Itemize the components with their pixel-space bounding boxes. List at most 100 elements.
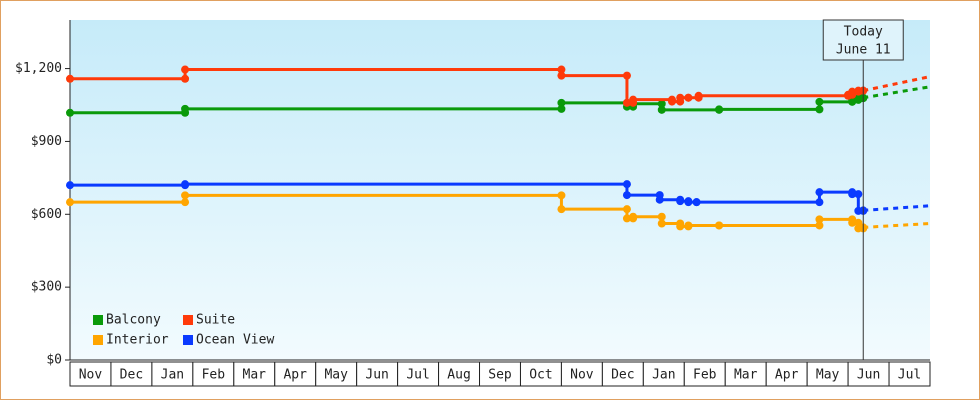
marker xyxy=(657,212,666,221)
marker xyxy=(684,221,693,230)
marker xyxy=(181,104,190,113)
month-cell xyxy=(315,361,358,387)
marker xyxy=(557,71,566,80)
x-tick-label: Mar xyxy=(734,368,758,383)
marker xyxy=(657,105,666,114)
marker xyxy=(854,190,863,199)
marker xyxy=(181,198,190,207)
forecast-line xyxy=(863,85,931,100)
marker xyxy=(715,221,724,230)
month-cell xyxy=(642,361,685,387)
marker xyxy=(848,87,857,96)
marker xyxy=(676,222,685,231)
marker xyxy=(657,219,666,228)
month-cell xyxy=(233,361,276,387)
x-tick-label: Mar xyxy=(243,368,267,383)
today-label: June 11 xyxy=(836,43,891,58)
series xyxy=(66,191,931,233)
x-tick-label: Dec xyxy=(611,368,634,383)
marker xyxy=(557,205,566,214)
x-tick-label: Oct xyxy=(529,368,552,383)
marker xyxy=(676,93,685,102)
marker xyxy=(655,195,664,204)
marker xyxy=(815,221,824,230)
marker xyxy=(815,215,824,224)
marker xyxy=(668,97,676,106)
marker xyxy=(181,191,190,200)
x-tick-label: Feb xyxy=(202,368,226,383)
month-cell xyxy=(274,361,317,387)
marker xyxy=(676,197,685,206)
marker xyxy=(622,205,631,214)
legend-label: Balcony xyxy=(106,313,161,328)
today-label: Today xyxy=(844,25,883,40)
month-cell xyxy=(683,361,726,387)
marker xyxy=(622,180,631,189)
month-cell xyxy=(110,361,153,387)
x-tick-label: Jul xyxy=(406,368,429,383)
marker xyxy=(66,198,74,207)
forecast-line xyxy=(863,204,931,212)
series xyxy=(66,65,931,107)
marker xyxy=(66,74,74,83)
marker xyxy=(622,71,631,80)
x-tick-label: Aug xyxy=(447,368,470,383)
month-cell xyxy=(397,361,440,387)
marker xyxy=(815,105,824,114)
marker xyxy=(557,104,566,113)
marker xyxy=(181,180,190,189)
x-tick-label: Jan xyxy=(161,368,184,383)
month-cell xyxy=(151,361,194,387)
plot-area xyxy=(70,20,930,360)
month-cell xyxy=(560,361,603,387)
marker xyxy=(622,214,631,223)
month-cell xyxy=(192,361,235,387)
month-cell xyxy=(847,361,890,387)
x-tick-label: Feb xyxy=(693,368,717,383)
y-tick-label: $0 xyxy=(46,353,62,368)
x-tick-label: May xyxy=(324,368,348,383)
today-box xyxy=(822,19,904,61)
legend-swatch xyxy=(93,315,103,325)
month-cell xyxy=(601,361,644,387)
marker xyxy=(848,190,857,199)
x-tick-label: Apr xyxy=(283,368,307,383)
marker xyxy=(66,181,74,190)
x-tick-label: Sep xyxy=(488,368,512,383)
x-tick-label: Dec xyxy=(120,368,143,383)
marker xyxy=(622,98,631,107)
marker xyxy=(692,198,701,207)
marker xyxy=(629,95,638,104)
marker xyxy=(181,65,190,74)
series xyxy=(66,180,931,215)
marker xyxy=(848,218,857,227)
marker xyxy=(181,74,190,83)
y-tick-label: $1,200 xyxy=(15,61,62,76)
marker xyxy=(629,212,638,221)
legend-label: Suite xyxy=(196,313,235,328)
x-tick-label: Jun xyxy=(857,368,880,383)
x-tick-label: Nov xyxy=(79,368,103,383)
legend-label: Interior xyxy=(106,333,169,348)
y-tick-label: $900 xyxy=(31,134,62,149)
marker xyxy=(557,98,566,107)
marker xyxy=(815,188,824,197)
month-cell xyxy=(724,361,767,387)
month-cell xyxy=(356,361,399,387)
x-tick-label: Jul xyxy=(898,368,921,383)
legend-swatch xyxy=(183,315,193,325)
marker xyxy=(715,105,724,114)
month-cell xyxy=(806,361,849,387)
month-cell xyxy=(765,361,808,387)
legend-label: Ocean View xyxy=(196,333,274,348)
marker xyxy=(622,191,631,200)
forecast-line xyxy=(862,75,931,93)
marker xyxy=(657,99,666,108)
month-cell xyxy=(438,361,481,387)
x-tick-label: May xyxy=(816,368,840,383)
marker xyxy=(66,108,74,117)
legend-swatch xyxy=(183,335,193,345)
month-cell xyxy=(888,361,931,387)
month-cell xyxy=(69,361,112,387)
